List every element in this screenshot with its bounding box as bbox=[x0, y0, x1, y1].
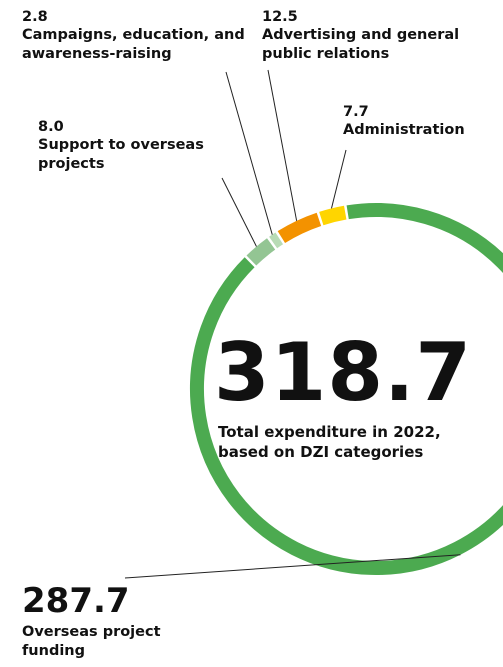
segment-label: 2.8 Campaigns, education, and awareness-r… bbox=[22, 8, 252, 64]
value-label: 8.0 bbox=[38, 119, 64, 135]
category-label: Overseas project funding bbox=[22, 623, 161, 659]
donut-segment bbox=[269, 232, 284, 249]
segment-label: 12.5 Advertising and general public relat… bbox=[262, 8, 492, 64]
leader-line bbox=[221, 177, 257, 247]
segment-label: 8.0 Support to overseas projects bbox=[38, 118, 238, 174]
value-label: 287.7 bbox=[22, 581, 130, 621]
leader-line bbox=[267, 69, 298, 221]
donut-segment bbox=[190, 203, 503, 575]
leader-line bbox=[330, 149, 347, 209]
donut-segment bbox=[277, 212, 322, 244]
category-label: Administration bbox=[343, 122, 465, 139]
value-label: 2.8 bbox=[22, 9, 48, 25]
center-value: 318.7 bbox=[214, 326, 473, 419]
donut-segment bbox=[246, 238, 276, 266]
segment-label: 7.7 Administration bbox=[343, 103, 503, 140]
value-label: 7.7 bbox=[343, 104, 369, 120]
leader-line bbox=[225, 71, 273, 235]
donut-segment bbox=[319, 205, 347, 226]
category-label: Advertising and general public relations bbox=[262, 27, 460, 63]
segment-label: 287.7 Overseas project funding bbox=[22, 580, 222, 661]
category-label: Campaigns, education, and awareness-rais… bbox=[22, 27, 245, 63]
category-label: Support to overseas projects bbox=[38, 137, 204, 173]
leader-line bbox=[124, 554, 461, 579]
center-label: Total expenditure in 2022, based on DZI … bbox=[218, 423, 441, 461]
value-label: 12.5 bbox=[262, 9, 298, 25]
